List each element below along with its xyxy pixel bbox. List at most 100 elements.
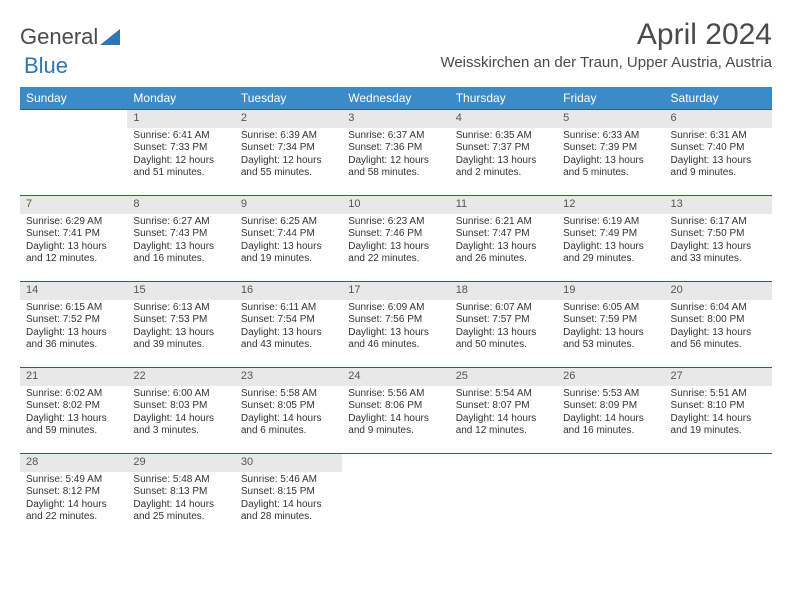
- sunrise-text: Sunrise: 5:53 AM: [563, 388, 658, 401]
- sunset-text: Sunset: 8:10 PM: [671, 400, 766, 413]
- day-number: [665, 454, 772, 458]
- day-number: 15: [127, 282, 234, 300]
- sunrise-text: Sunrise: 6:25 AM: [241, 216, 336, 229]
- logo-text-1: General: [20, 24, 98, 50]
- calendar-day-cell: 26Sunrise: 5:53 AMSunset: 8:09 PMDayligh…: [557, 368, 664, 454]
- day-header: Sunday: [20, 87, 127, 110]
- sunset-text: Sunset: 7:54 PM: [241, 314, 336, 327]
- day-details: Sunrise: 6:11 AMSunset: 7:54 PMDaylight:…: [235, 300, 342, 356]
- day-header: Thursday: [450, 87, 557, 110]
- calendar-day-cell: 13Sunrise: 6:17 AMSunset: 7:50 PMDayligh…: [665, 196, 772, 282]
- daylight-text: Daylight: 12 hours and 55 minutes.: [241, 155, 336, 180]
- sunset-text: Sunset: 7:36 PM: [348, 142, 443, 155]
- day-details: Sunrise: 6:41 AMSunset: 7:33 PMDaylight:…: [127, 128, 234, 184]
- calendar-day-cell: 19Sunrise: 6:05 AMSunset: 7:59 PMDayligh…: [557, 282, 664, 368]
- calendar-day-cell: 12Sunrise: 6:19 AMSunset: 7:49 PMDayligh…: [557, 196, 664, 282]
- calendar-day-cell: 23Sunrise: 5:58 AMSunset: 8:05 PMDayligh…: [235, 368, 342, 454]
- day-number: 10: [342, 196, 449, 214]
- calendar-day-cell: 17Sunrise: 6:09 AMSunset: 7:56 PMDayligh…: [342, 282, 449, 368]
- calendar-day-cell: 16Sunrise: 6:11 AMSunset: 7:54 PMDayligh…: [235, 282, 342, 368]
- sunrise-text: Sunrise: 6:07 AM: [456, 302, 551, 315]
- day-details: Sunrise: 6:23 AMSunset: 7:46 PMDaylight:…: [342, 214, 449, 270]
- day-number: 4: [450, 110, 557, 128]
- day-number: 20: [665, 282, 772, 300]
- calendar-day-cell: 28Sunrise: 5:49 AMSunset: 8:12 PMDayligh…: [20, 454, 127, 540]
- day-details: Sunrise: 6:17 AMSunset: 7:50 PMDaylight:…: [665, 214, 772, 270]
- day-number: [557, 454, 664, 458]
- daylight-text: Daylight: 13 hours and 12 minutes.: [26, 241, 121, 266]
- calendar-week-row: 21Sunrise: 6:02 AMSunset: 8:02 PMDayligh…: [20, 368, 772, 454]
- day-header: Tuesday: [235, 87, 342, 110]
- sunset-text: Sunset: 7:44 PM: [241, 228, 336, 241]
- calendar-day-cell: 8Sunrise: 6:27 AMSunset: 7:43 PMDaylight…: [127, 196, 234, 282]
- calendar-day-cell: 24Sunrise: 5:56 AMSunset: 8:06 PMDayligh…: [342, 368, 449, 454]
- day-details: Sunrise: 6:37 AMSunset: 7:36 PMDaylight:…: [342, 128, 449, 184]
- sunset-text: Sunset: 8:00 PM: [671, 314, 766, 327]
- sunset-text: Sunset: 8:06 PM: [348, 400, 443, 413]
- sunrise-text: Sunrise: 6:33 AM: [563, 130, 658, 143]
- day-header: Wednesday: [342, 87, 449, 110]
- day-details: Sunrise: 6:07 AMSunset: 7:57 PMDaylight:…: [450, 300, 557, 356]
- calendar-table: Sunday Monday Tuesday Wednesday Thursday…: [20, 87, 772, 540]
- day-number: 7: [20, 196, 127, 214]
- sunset-text: Sunset: 8:02 PM: [26, 400, 121, 413]
- sunset-text: Sunset: 8:15 PM: [241, 486, 336, 499]
- sunrise-text: Sunrise: 5:56 AM: [348, 388, 443, 401]
- daylight-text: Daylight: 13 hours and 46 minutes.: [348, 327, 443, 352]
- day-number: 3: [342, 110, 449, 128]
- sunset-text: Sunset: 8:03 PM: [133, 400, 228, 413]
- day-details: Sunrise: 6:05 AMSunset: 7:59 PMDaylight:…: [557, 300, 664, 356]
- day-number: 5: [557, 110, 664, 128]
- calendar-day-cell: 1Sunrise: 6:41 AMSunset: 7:33 PMDaylight…: [127, 110, 234, 196]
- daylight-text: Daylight: 12 hours and 58 minutes.: [348, 155, 443, 180]
- day-header: Monday: [127, 87, 234, 110]
- daylight-text: Daylight: 13 hours and 36 minutes.: [26, 327, 121, 352]
- calendar-week-row: 1Sunrise: 6:41 AMSunset: 7:33 PMDaylight…: [20, 110, 772, 196]
- sunset-text: Sunset: 7:33 PM: [133, 142, 228, 155]
- sunrise-text: Sunrise: 6:21 AM: [456, 216, 551, 229]
- day-details: Sunrise: 6:04 AMSunset: 8:00 PMDaylight:…: [665, 300, 772, 356]
- sunset-text: Sunset: 7:56 PM: [348, 314, 443, 327]
- daylight-text: Daylight: 13 hours and 22 minutes.: [348, 241, 443, 266]
- daylight-text: Daylight: 13 hours and 16 minutes.: [133, 241, 228, 266]
- day-number: [342, 454, 449, 458]
- day-number: 18: [450, 282, 557, 300]
- calendar-day-cell: [342, 454, 449, 540]
- day-number: 19: [557, 282, 664, 300]
- sunset-text: Sunset: 7:46 PM: [348, 228, 443, 241]
- day-details: Sunrise: 6:02 AMSunset: 8:02 PMDaylight:…: [20, 386, 127, 442]
- calendar-day-cell: 22Sunrise: 6:00 AMSunset: 8:03 PMDayligh…: [127, 368, 234, 454]
- day-details: Sunrise: 6:00 AMSunset: 8:03 PMDaylight:…: [127, 386, 234, 442]
- daylight-text: Daylight: 13 hours and 19 minutes.: [241, 241, 336, 266]
- logo: General: [20, 18, 122, 50]
- day-number: 23: [235, 368, 342, 386]
- day-number: 26: [557, 368, 664, 386]
- day-number: 8: [127, 196, 234, 214]
- day-details: Sunrise: 5:51 AMSunset: 8:10 PMDaylight:…: [665, 386, 772, 442]
- sunset-text: Sunset: 7:50 PM: [671, 228, 766, 241]
- sunrise-text: Sunrise: 5:51 AM: [671, 388, 766, 401]
- sunrise-text: Sunrise: 6:09 AM: [348, 302, 443, 315]
- daylight-text: Daylight: 13 hours and 59 minutes.: [26, 413, 121, 438]
- day-number: 21: [20, 368, 127, 386]
- daylight-text: Daylight: 14 hours and 22 minutes.: [26, 499, 121, 524]
- daylight-text: Daylight: 13 hours and 9 minutes.: [671, 155, 766, 180]
- day-number: 29: [127, 454, 234, 472]
- daylight-text: Daylight: 13 hours and 43 minutes.: [241, 327, 336, 352]
- daylight-text: Daylight: 13 hours and 2 minutes.: [456, 155, 551, 180]
- day-number: 13: [665, 196, 772, 214]
- calendar-day-cell: 5Sunrise: 6:33 AMSunset: 7:39 PMDaylight…: [557, 110, 664, 196]
- day-details: Sunrise: 6:21 AMSunset: 7:47 PMDaylight:…: [450, 214, 557, 270]
- sunrise-text: Sunrise: 6:15 AM: [26, 302, 121, 315]
- day-number: 28: [20, 454, 127, 472]
- sunset-text: Sunset: 7:53 PM: [133, 314, 228, 327]
- sunset-text: Sunset: 7:52 PM: [26, 314, 121, 327]
- daylight-text: Daylight: 13 hours and 29 minutes.: [563, 241, 658, 266]
- sunset-text: Sunset: 7:57 PM: [456, 314, 551, 327]
- calendar-day-cell: 27Sunrise: 5:51 AMSunset: 8:10 PMDayligh…: [665, 368, 772, 454]
- day-details: Sunrise: 6:31 AMSunset: 7:40 PMDaylight:…: [665, 128, 772, 184]
- calendar-day-cell: 11Sunrise: 6:21 AMSunset: 7:47 PMDayligh…: [450, 196, 557, 282]
- logo-triangle-icon: [100, 29, 120, 45]
- sunrise-text: Sunrise: 6:29 AM: [26, 216, 121, 229]
- calendar-day-cell: 10Sunrise: 6:23 AMSunset: 7:46 PMDayligh…: [342, 196, 449, 282]
